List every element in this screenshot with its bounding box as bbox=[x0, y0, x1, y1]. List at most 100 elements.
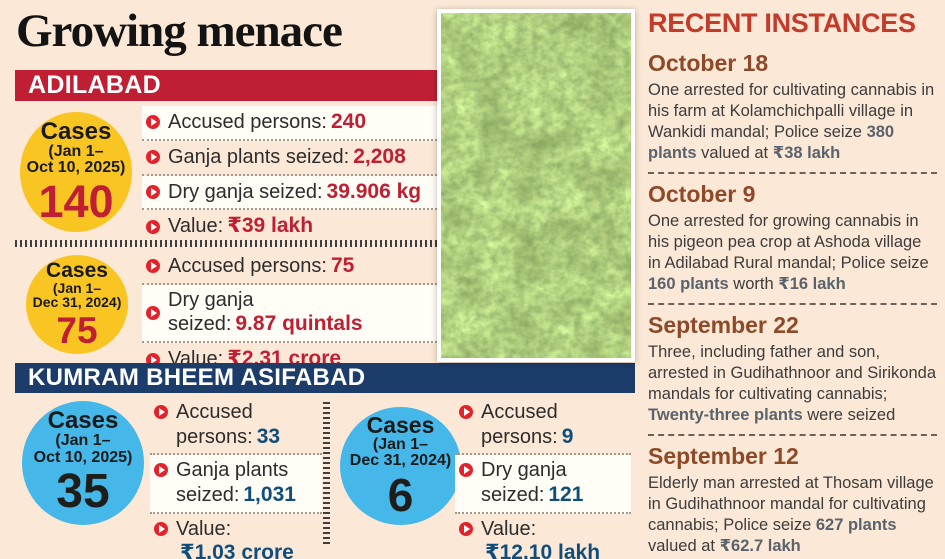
text-segment: were seized bbox=[802, 406, 896, 424]
cases-range-line1: (Jan 1– bbox=[372, 435, 429, 453]
text-segment-bold: ₹62.7 lakh bbox=[719, 537, 801, 555]
stat-row: Value: ₹39 lakh bbox=[142, 210, 437, 243]
arrow-bullet-icon bbox=[154, 405, 168, 419]
arrow-bullet-icon bbox=[459, 405, 473, 419]
stat-value: 1,031 bbox=[243, 482, 296, 506]
stat-value: 33 bbox=[256, 424, 281, 448]
stat-text: Value:₹12.10 lakh bbox=[481, 518, 629, 559]
text-segment: valued at bbox=[696, 144, 773, 162]
arrow-bullet-icon bbox=[146, 219, 160, 234]
stat-value: 9.87 quintals bbox=[235, 312, 363, 336]
stat-list-adilabad-2024: Accused persons: 75 Dry ganja seized: 9.87… bbox=[142, 250, 437, 376]
cannabis-photo bbox=[437, 9, 635, 362]
stat-row: Accused persons: 9 bbox=[455, 397, 631, 456]
stat-list-kb-2024: Accused persons: 9 Dry ganja seized: 121 V… bbox=[455, 397, 631, 559]
stat-value: 240 bbox=[330, 110, 367, 133]
stat-label: Ganja plants seized: bbox=[168, 145, 350, 168]
stat-text: Accused persons: 75 bbox=[168, 254, 435, 279]
instance-text: One arrested for cultivating cannabis in… bbox=[648, 80, 937, 164]
stat-row: Value:₹1.03 crore bbox=[150, 514, 322, 559]
stat-value: ₹12.10 lakh bbox=[485, 541, 601, 559]
stat-label: Value: bbox=[481, 517, 537, 540]
arrow-bullet-icon bbox=[459, 521, 473, 536]
column-divider bbox=[323, 401, 330, 544]
recent-instances-panel: RECENT INSTANCES October 18 One arrested… bbox=[648, 8, 937, 559]
district-name: KUMRAM BHEEM ASIFABAD bbox=[28, 364, 366, 391]
cases-range-line2: Dec 31, 2024) bbox=[349, 452, 452, 470]
arrow-bullet-icon bbox=[459, 463, 473, 478]
page-title: Growing menace bbox=[16, 5, 343, 57]
district-header-adilabad: ADILABAD bbox=[15, 70, 437, 101]
stat-text: Value:₹1.03 crore bbox=[176, 518, 320, 559]
instance-text: Three, including father and son, arreste… bbox=[648, 342, 937, 426]
stat-text: Value: ₹39 lakh bbox=[168, 214, 435, 239]
cases-count: 75 bbox=[56, 309, 98, 351]
instance-date: October 18 bbox=[648, 50, 769, 76]
cases-range-line2: Oct 10, 2025) bbox=[33, 448, 133, 466]
stat-label: Accused persons: bbox=[176, 401, 253, 448]
cases-range-line2: Oct 10, 2025) bbox=[26, 159, 126, 177]
cases-label: Cases bbox=[46, 258, 108, 282]
cases-badge-adilabad-2025: Cases (Jan 1– Oct 10, 2025) 140 bbox=[20, 112, 132, 232]
stat-row: Dry ganja seized: 39.906 kg bbox=[142, 175, 437, 211]
cases-range-line1: (Jan 1– bbox=[52, 280, 102, 297]
instance-date: October 9 bbox=[648, 181, 756, 207]
instance-date: September 22 bbox=[648, 312, 799, 338]
arrow-bullet-icon bbox=[146, 150, 160, 165]
instance-block: September 22 Three, including father and… bbox=[648, 305, 937, 436]
stat-label: Dry ganja seized: bbox=[168, 288, 254, 336]
stat-text: Dry ganja seized: 9.87 quintals bbox=[168, 289, 435, 337]
arrow-bullet-icon bbox=[154, 521, 168, 536]
text-segment-bold: 160 plants bbox=[648, 275, 729, 293]
cases-count: 6 bbox=[387, 468, 414, 521]
text-segment: worth bbox=[728, 275, 779, 293]
stat-label: Dry ganja seized: bbox=[481, 459, 567, 506]
text-segment-bold: ₹16 lakh bbox=[778, 275, 846, 293]
stat-value: 121 bbox=[548, 482, 584, 506]
stat-text: Dry ganja seized: 39.906 kg bbox=[168, 180, 435, 205]
stat-row: Dry ganja seized: 9.87 quintals bbox=[142, 284, 437, 344]
cases-count: 140 bbox=[38, 175, 114, 227]
stat-label: Accused persons: bbox=[168, 111, 327, 133]
cases-badge-adilabad-2024: Cases (Jan 1– Dec 31, 2024) 75 bbox=[26, 255, 128, 354]
arrow-bullet-icon bbox=[146, 184, 160, 199]
text-segment: One arrested for cultivating cannabis in… bbox=[648, 81, 935, 141]
district-header-kumram-bheem-asifabad: KUMRAM BHEEM ASIFABAD bbox=[15, 363, 635, 393]
stat-text: Ganja plants seized: 2,208 bbox=[168, 145, 435, 170]
arrow-bullet-icon bbox=[146, 305, 160, 320]
stat-value: 9 bbox=[561, 424, 574, 448]
stat-row: Accused persons: 33 bbox=[150, 397, 322, 456]
stat-label: Value: bbox=[168, 215, 224, 238]
cases-label: Cases bbox=[366, 411, 435, 438]
stat-value: 75 bbox=[330, 254, 355, 277]
instance-text: Elderly man arrested at Thosam village i… bbox=[648, 473, 937, 557]
cases-range-line1: (Jan 1– bbox=[48, 142, 104, 160]
stat-label: Accused persons: bbox=[168, 255, 327, 277]
stat-row: Value:₹12.10 lakh bbox=[455, 514, 631, 559]
stat-label: Value: bbox=[176, 517, 232, 540]
arrow-bullet-icon bbox=[154, 463, 168, 478]
stat-text: Accused persons: 9 bbox=[481, 401, 629, 449]
text-segment-bold: ₹38 lakh bbox=[772, 144, 841, 162]
stat-value: 2,208 bbox=[353, 144, 406, 168]
district-name: ADILABAD bbox=[28, 71, 161, 99]
stat-row: Accused persons: 240 bbox=[142, 106, 437, 141]
stat-row: Ganja plants seized: 2,208 bbox=[142, 141, 437, 176]
cases-badge-kb-2024: Cases (Jan 1– Dec 31, 2024) 6 bbox=[340, 407, 461, 525]
stat-text: Accused persons: 33 bbox=[176, 401, 320, 449]
instance-date: September 12 bbox=[648, 443, 799, 469]
cases-range-line1: (Jan 1– bbox=[55, 432, 111, 450]
text-segment-bold: Twenty-three plants bbox=[648, 406, 803, 424]
stat-list-kb-2025: Accused persons: 33 Ganja plants seized: 1… bbox=[150, 397, 322, 559]
cases-label: Cases bbox=[47, 406, 119, 434]
stat-row: Ganja plants seized: 1,031 bbox=[150, 455, 322, 514]
stat-list-adilabad-2025: Accused persons: 240 Ganja plants seized:… bbox=[142, 106, 437, 243]
text-segment-bold: 380 plants bbox=[648, 123, 895, 162]
stat-label: Dry ganja seized: bbox=[168, 180, 323, 203]
instance-block: September 12 Elderly man arrested at Tho… bbox=[648, 436, 937, 559]
arrow-bullet-icon bbox=[146, 259, 160, 274]
cases-count: 35 bbox=[56, 465, 110, 519]
stat-label: Ganja plants seized: bbox=[176, 459, 289, 506]
cases-label: Cases bbox=[40, 117, 112, 145]
